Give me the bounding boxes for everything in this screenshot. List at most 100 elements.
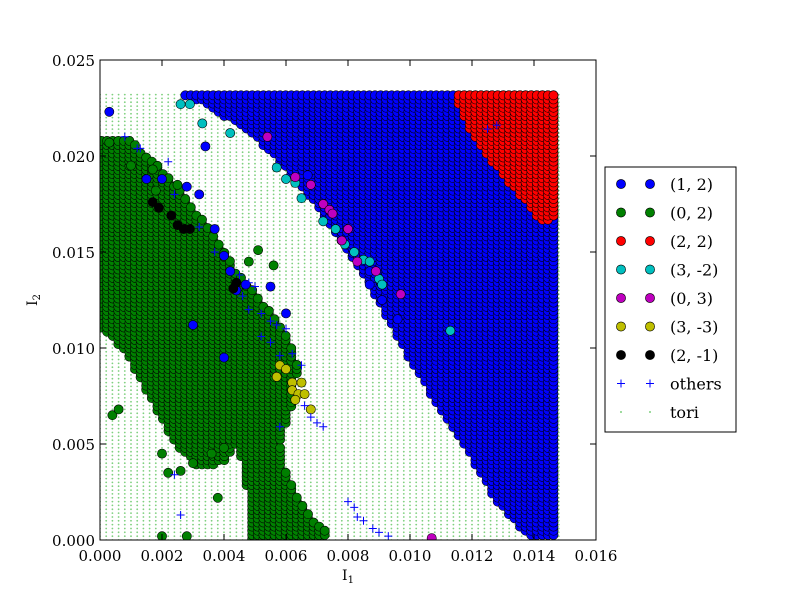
- tori-point: [241, 166, 244, 169]
- tori-point: [198, 139, 201, 142]
- tori-point: [123, 446, 126, 449]
- tori-point: [167, 489, 170, 491]
- tori-point: [223, 504, 225, 507]
- tori-point: [148, 420, 151, 422]
- tori-point: [340, 485, 343, 488]
- tori-point: [216, 527, 219, 530]
- tori-point: [210, 139, 213, 142]
- tori-point: [130, 473, 132, 476]
- tori-point: [136, 504, 139, 507]
- tori-point: [235, 155, 238, 157]
- tori-point: [297, 350, 300, 353]
- tori-point: [316, 500, 318, 503]
- tori-point: [303, 239, 306, 242]
- tori-point: [260, 285, 263, 288]
- tori-point: [309, 320, 312, 322]
- tori-point: [136, 493, 139, 495]
- tori-point: [353, 420, 356, 422]
- tori-point: [254, 151, 256, 154]
- tori-point: [136, 527, 139, 530]
- tori-point: [192, 112, 194, 115]
- tori-point: [260, 197, 263, 200]
- tori-point: [347, 427, 349, 430]
- tori-point: [353, 278, 356, 280]
- tori-point: [136, 420, 139, 422]
- tori-point: [359, 412, 362, 415]
- tori-point: [142, 139, 145, 142]
- tori-point: [297, 466, 300, 468]
- tori-point: [309, 504, 312, 507]
- tori-point: [241, 239, 244, 242]
- tori-point: [142, 423, 145, 426]
- tori-point: [167, 454, 170, 457]
- tori-point: [291, 458, 294, 461]
- tori-point: [278, 197, 281, 200]
- tori-point: [297, 262, 300, 265]
- tori-point: [204, 193, 207, 196]
- tori-point: [340, 350, 343, 353]
- tori-point: [254, 228, 256, 230]
- tori-point: [347, 335, 349, 338]
- tori-point: [111, 105, 114, 107]
- tori-point: [291, 316, 294, 319]
- tori-point: [247, 185, 250, 188]
- tori-point: [322, 235, 325, 238]
- tori-point: [266, 270, 269, 273]
- tori-point: [229, 493, 232, 495]
- tori-point: [285, 231, 287, 234]
- tori-point: [229, 519, 232, 522]
- tori-point: [179, 124, 182, 127]
- tori-point: [297, 404, 300, 407]
- tori-point: [316, 266, 318, 269]
- tori-point: [111, 500, 114, 503]
- tori-point: [117, 109, 120, 111]
- tori-point: [154, 523, 157, 526]
- tori-point: [316, 289, 318, 292]
- tori-point: [136, 101, 139, 104]
- tori-point: [322, 289, 325, 292]
- tori-point: [130, 124, 132, 127]
- tori-point: [359, 281, 362, 284]
- tori-point: [111, 489, 114, 491]
- tori-point: [235, 182, 238, 184]
- tori-point: [210, 197, 213, 200]
- tori-point: [235, 220, 238, 223]
- tori-point: [309, 212, 312, 215]
- tori-point: [285, 224, 287, 227]
- tori-point: [185, 500, 188, 503]
- tori-point: [340, 516, 343, 518]
- tori-point: [229, 235, 232, 238]
- tori-point: [179, 166, 182, 169]
- tori-point: [322, 316, 325, 319]
- tori-point: [254, 178, 256, 180]
- tori-point: [340, 504, 343, 507]
- tori-point: [105, 500, 108, 503]
- tori-point: [229, 178, 232, 180]
- tori-point: [198, 500, 201, 503]
- tori-point: [322, 297, 325, 299]
- tori-point: [322, 254, 325, 257]
- tori-point: [235, 535, 238, 538]
- tori-point: [173, 162, 176, 165]
- tori-point: [185, 466, 188, 468]
- tori-point: [210, 220, 213, 223]
- tori-point: [322, 512, 325, 514]
- tori-point: [167, 155, 170, 157]
- tori-point: [167, 439, 170, 442]
- tori-point: [136, 423, 139, 426]
- tori-point: [316, 281, 318, 284]
- tori-point: [291, 473, 294, 476]
- tori-point: [334, 470, 337, 472]
- tori-point: [316, 450, 318, 453]
- tori-point: [291, 208, 294, 211]
- tori-point: [130, 435, 132, 438]
- tori-point: [340, 258, 343, 261]
- tori-point: [123, 519, 126, 522]
- tori-point: [105, 354, 108, 357]
- tori-point: [291, 289, 294, 292]
- tori-point: [254, 278, 256, 280]
- tori-point: [136, 412, 139, 415]
- tori-point: [328, 327, 331, 330]
- tori-point: [111, 493, 114, 495]
- tori-point: [278, 285, 281, 288]
